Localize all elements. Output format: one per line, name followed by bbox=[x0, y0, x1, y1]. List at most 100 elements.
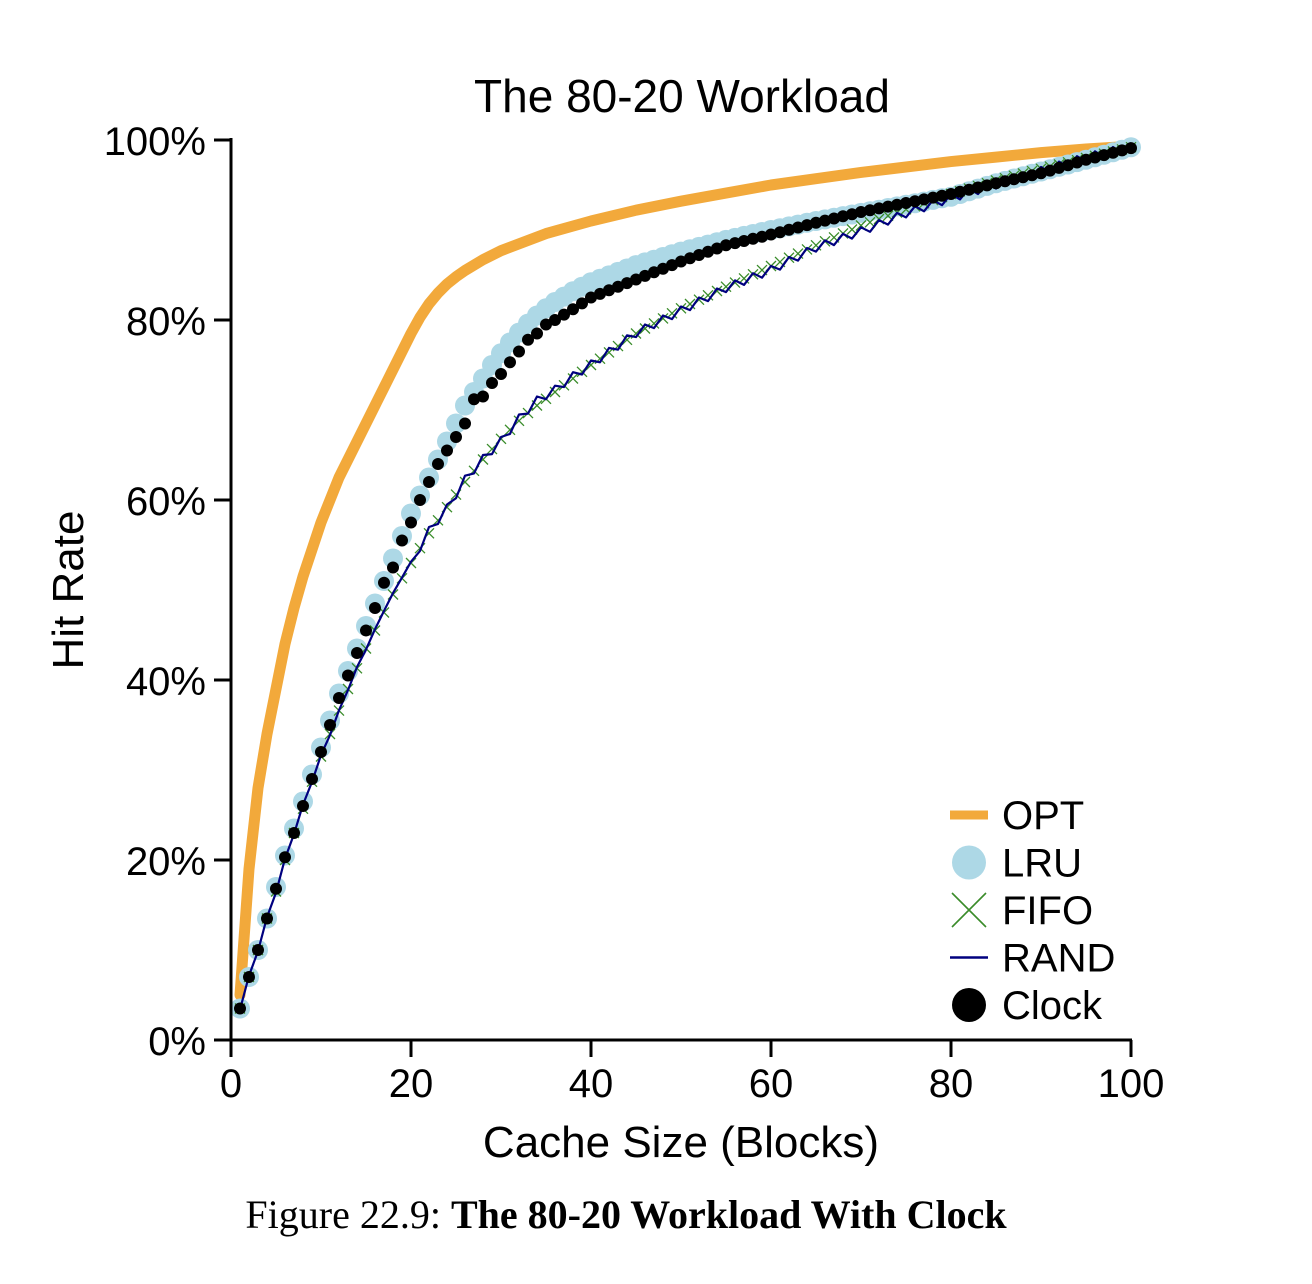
clock-marker bbox=[531, 327, 543, 340]
clock-marker bbox=[684, 252, 696, 265]
clock-marker bbox=[486, 377, 498, 389]
y-tick-label: 20% bbox=[126, 840, 206, 884]
clock-marker bbox=[1071, 156, 1083, 169]
clock-marker bbox=[837, 210, 849, 223]
clock-marker bbox=[774, 226, 786, 239]
figure-caption: Figure 22.9: The 80-20 Workload With Cloc… bbox=[245, 1192, 1007, 1237]
x-tick-label: 40 bbox=[569, 1062, 614, 1106]
clock-marker bbox=[585, 291, 597, 304]
clock-marker bbox=[882, 200, 894, 213]
clock-marker bbox=[720, 239, 732, 252]
fifo-marker bbox=[864, 216, 876, 228]
clock-marker bbox=[504, 356, 516, 369]
lru-marker bbox=[383, 548, 403, 569]
clock-marker bbox=[270, 882, 282, 895]
fifo-marker bbox=[684, 298, 696, 310]
clock-marker bbox=[1062, 159, 1074, 172]
clock-marker bbox=[513, 345, 525, 358]
clock-marker bbox=[468, 393, 480, 406]
clock-marker bbox=[756, 230, 768, 243]
clock-marker bbox=[981, 179, 993, 192]
series-clock bbox=[234, 142, 1137, 1015]
clock-marker bbox=[333, 692, 345, 704]
clock-marker bbox=[297, 800, 309, 812]
clock-marker bbox=[369, 602, 381, 614]
fifo-marker bbox=[549, 386, 561, 398]
y-tick-label: 80% bbox=[126, 300, 206, 344]
clock-marker bbox=[549, 314, 561, 326]
x-tick-label: 60 bbox=[749, 1062, 794, 1106]
clock-marker bbox=[657, 262, 669, 275]
clock-marker bbox=[288, 827, 300, 839]
clock-marker bbox=[945, 188, 957, 200]
series-lru bbox=[230, 137, 1141, 1019]
clock-marker bbox=[621, 277, 633, 290]
y-tick-label: 40% bbox=[126, 660, 206, 704]
clock-marker bbox=[828, 212, 840, 225]
series-fifo bbox=[234, 141, 1137, 1014]
x-tick-label: 100 bbox=[1098, 1062, 1165, 1106]
lru-marker bbox=[401, 503, 421, 524]
clock-marker bbox=[576, 297, 588, 310]
clock-marker bbox=[1053, 161, 1065, 174]
clock-marker bbox=[351, 647, 363, 659]
clock-marker bbox=[927, 191, 939, 204]
clock-marker bbox=[900, 197, 912, 209]
clock-marker bbox=[594, 287, 606, 300]
clock-marker bbox=[666, 259, 678, 272]
clock-marker bbox=[639, 269, 651, 282]
lru-marker bbox=[446, 413, 466, 434]
x-tick-label: 0 bbox=[220, 1062, 242, 1106]
legend-label: RAND bbox=[1002, 937, 1115, 981]
clock-marker bbox=[810, 216, 822, 229]
y-axis-label: Hit Rate bbox=[44, 511, 93, 670]
clock-marker bbox=[567, 303, 579, 316]
y-tick-label: 100% bbox=[104, 120, 206, 164]
clock-marker bbox=[342, 669, 354, 682]
clock-marker bbox=[630, 273, 642, 286]
clock-marker bbox=[522, 333, 534, 346]
legend-swatch-fifo bbox=[951, 892, 987, 928]
clock-marker bbox=[918, 193, 930, 206]
x-axis-label: Cache Size (Blocks) bbox=[483, 1118, 879, 1167]
legend-label: Clock bbox=[1002, 984, 1103, 1028]
clock-marker bbox=[1026, 169, 1038, 182]
clock-marker bbox=[909, 195, 921, 208]
fifo-marker bbox=[567, 373, 579, 384]
clock-marker bbox=[1125, 142, 1137, 155]
legend-swatch-clock bbox=[952, 988, 986, 1022]
y-tick-label: 0% bbox=[148, 1020, 206, 1064]
clock-marker bbox=[1116, 144, 1128, 157]
clock-marker bbox=[441, 444, 453, 457]
clock-marker bbox=[540, 318, 552, 331]
clock-marker bbox=[855, 206, 867, 218]
clock-marker bbox=[252, 944, 264, 956]
clock-marker bbox=[603, 284, 615, 297]
clock-marker bbox=[864, 204, 876, 217]
clock-marker bbox=[378, 576, 390, 589]
clock-marker bbox=[234, 1002, 246, 1015]
clock-marker bbox=[243, 971, 255, 983]
clock-marker bbox=[954, 185, 966, 198]
clock-marker bbox=[693, 249, 705, 261]
clock-marker bbox=[306, 773, 318, 785]
clock-marker bbox=[1008, 173, 1020, 186]
x-tick-label: 80 bbox=[929, 1062, 974, 1106]
legend-label: OPT bbox=[1002, 794, 1084, 838]
caption-title: The 80-20 Workload With Clock bbox=[451, 1192, 1007, 1237]
legend-swatch-lru bbox=[952, 845, 986, 880]
clock-marker bbox=[819, 214, 831, 227]
clock-marker bbox=[990, 177, 1002, 190]
clock-marker bbox=[675, 255, 687, 268]
clock-marker bbox=[387, 561, 399, 574]
clock-marker bbox=[999, 175, 1011, 188]
clock-marker bbox=[396, 534, 408, 547]
clock-marker bbox=[765, 228, 777, 241]
clock-marker bbox=[477, 390, 489, 403]
clock-marker bbox=[801, 219, 813, 232]
clock-marker bbox=[873, 202, 885, 215]
clock-marker bbox=[972, 181, 984, 194]
clock-marker bbox=[738, 235, 750, 247]
